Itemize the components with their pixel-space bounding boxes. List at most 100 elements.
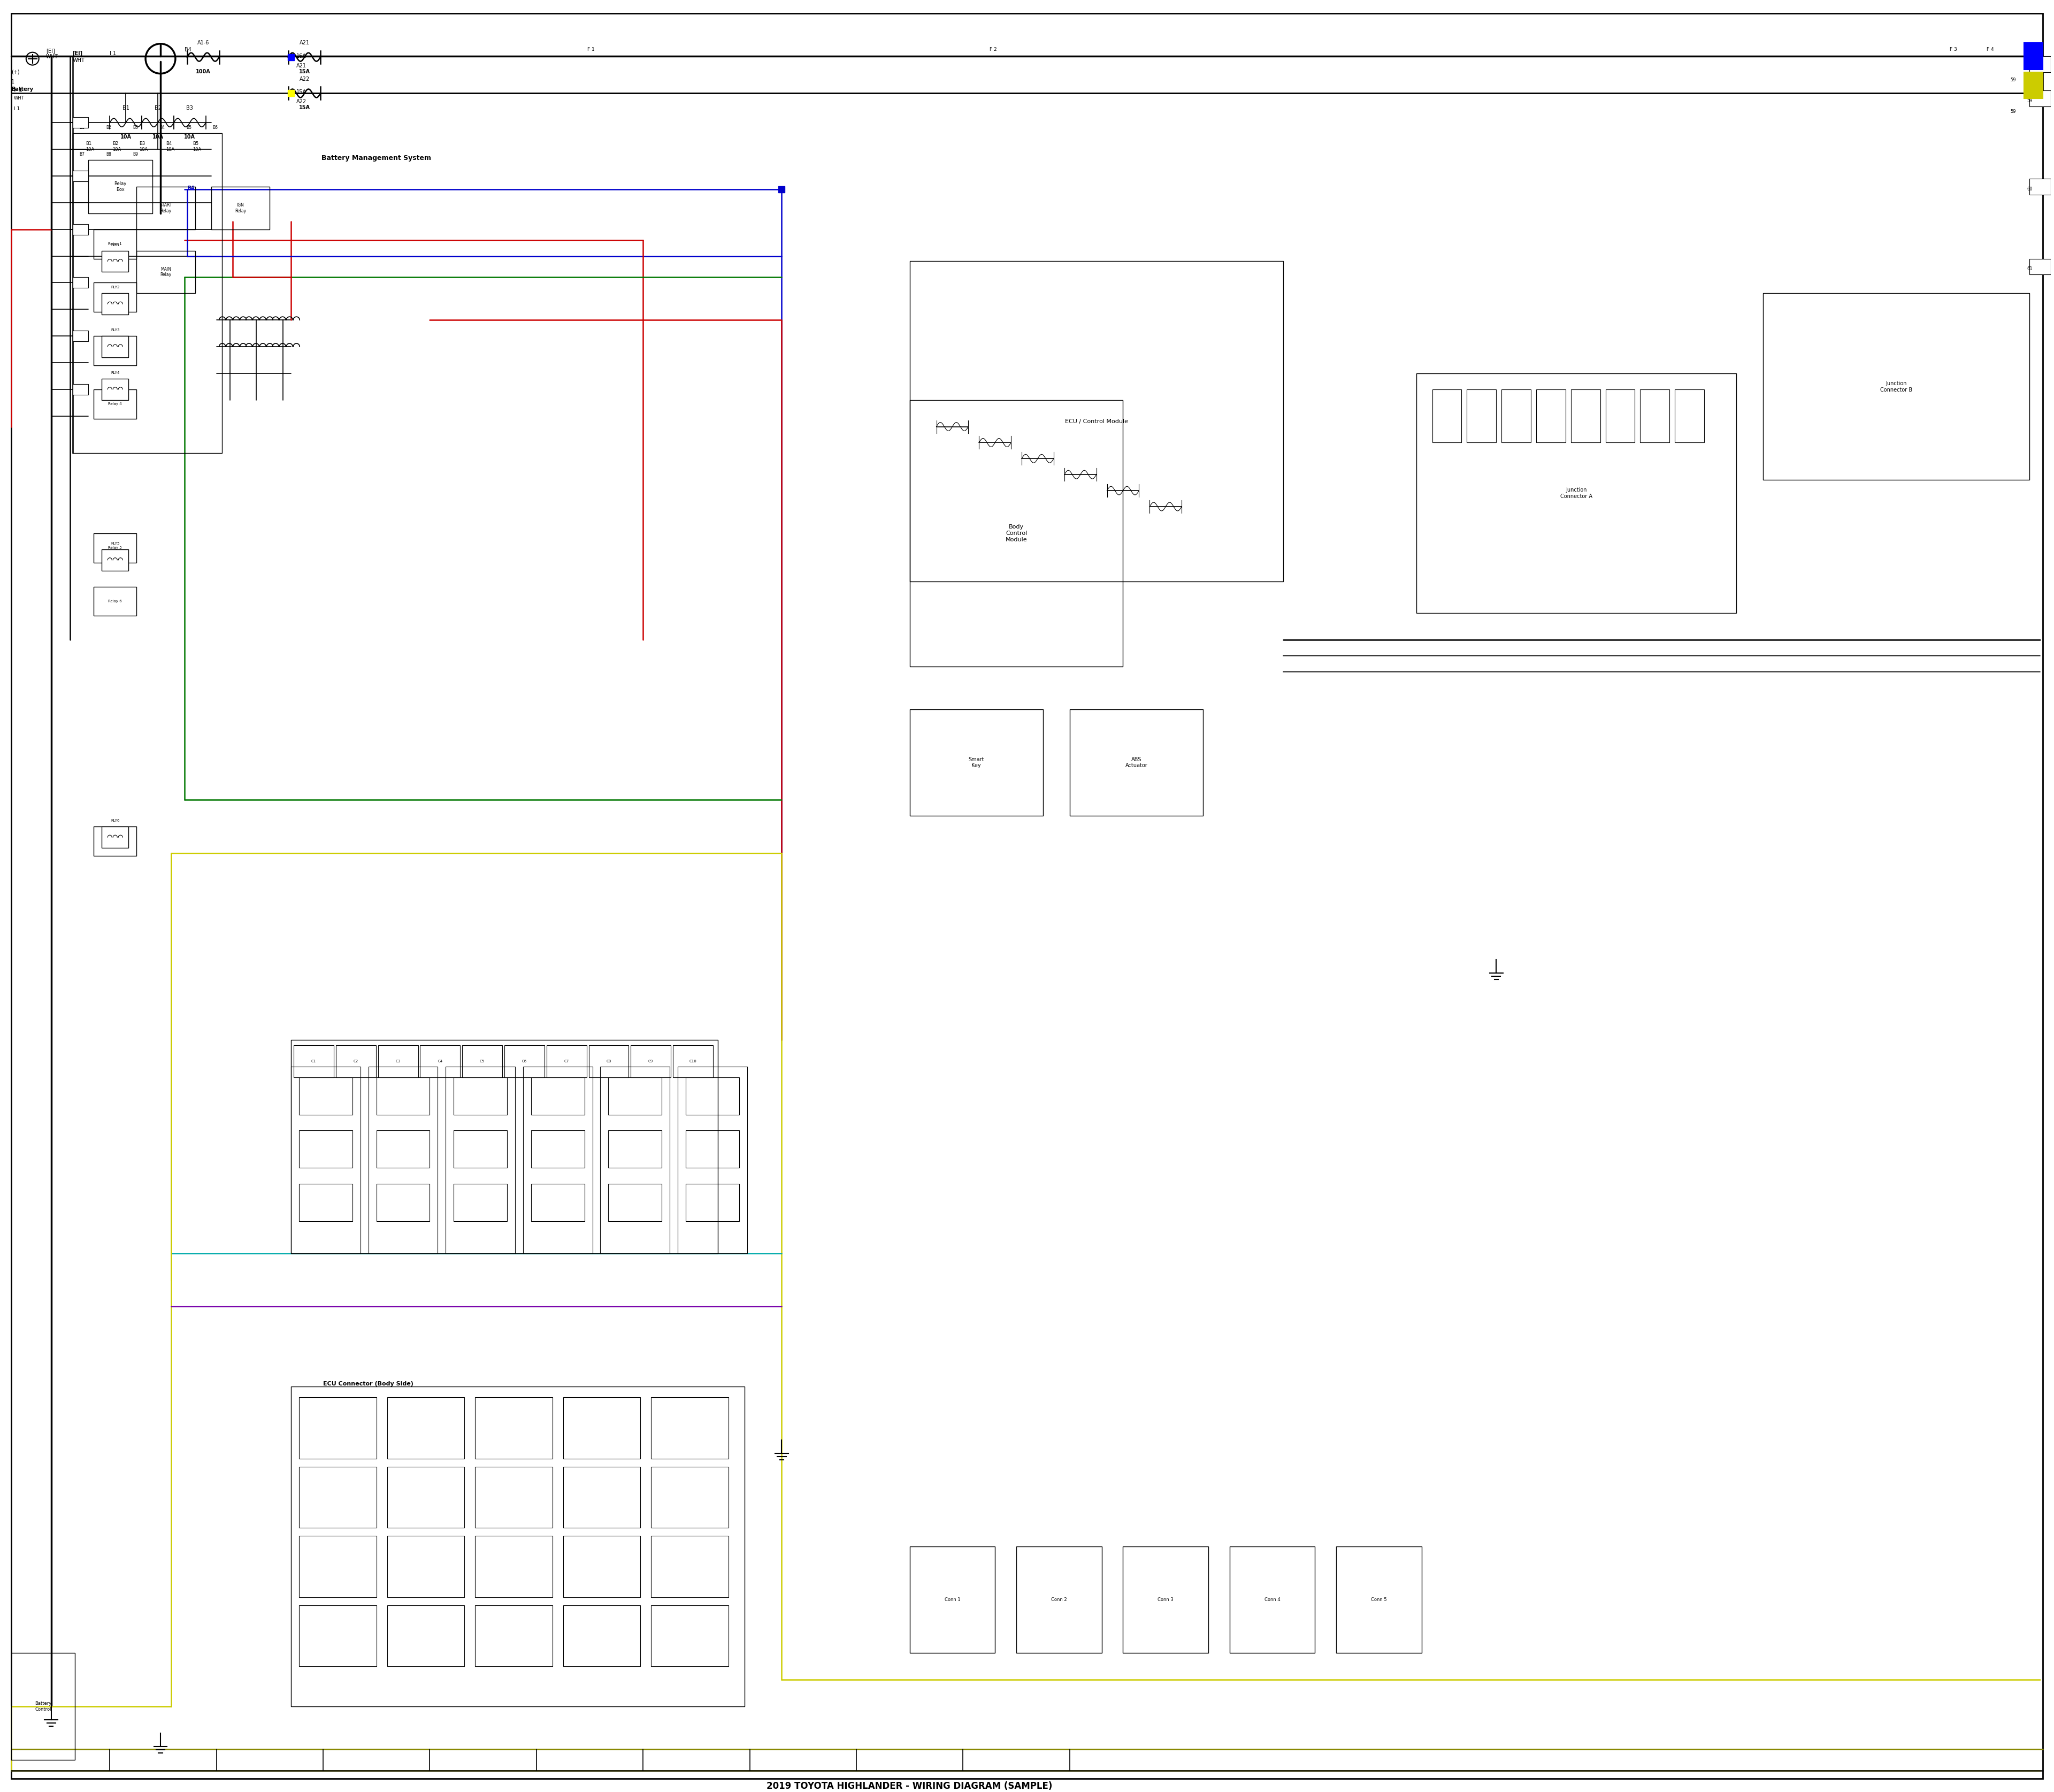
Text: C6: C6: [522, 1059, 528, 1063]
Bar: [910, 1546, 994, 1654]
Text: Relay 7: Relay 7: [109, 840, 121, 842]
Bar: [910, 710, 1043, 815]
Text: ABS
Actuator: ABS Actuator: [1126, 756, 1148, 769]
Text: 15A: 15A: [298, 106, 310, 111]
Text: RLY4: RLY4: [111, 371, 119, 375]
Bar: [1501, 389, 1530, 443]
Bar: [94, 283, 136, 312]
Bar: [474, 1606, 553, 1667]
Text: 10A: 10A: [121, 134, 131, 140]
Bar: [608, 1131, 661, 1168]
Text: C4: C4: [438, 1059, 442, 1063]
Text: B5
10A: B5 10A: [193, 142, 201, 152]
Text: 59: 59: [2027, 99, 2031, 104]
Bar: [136, 186, 195, 229]
Text: C3: C3: [396, 1059, 401, 1063]
Text: MAIN
Relay: MAIN Relay: [160, 267, 170, 278]
Bar: [292, 1039, 717, 1253]
Bar: [300, 1606, 376, 1667]
Bar: [546, 1045, 587, 1077]
Text: B5: B5: [187, 125, 191, 131]
Text: Relay 3: Relay 3: [109, 349, 121, 353]
Text: START
Relay: START Relay: [160, 202, 173, 213]
Text: F 2: F 2: [990, 47, 996, 52]
Text: RLY6: RLY6: [111, 819, 119, 823]
Text: B9: B9: [134, 152, 138, 156]
Bar: [72, 170, 88, 181]
Text: C2: C2: [353, 1059, 357, 1063]
Bar: [421, 1045, 460, 1077]
Bar: [94, 586, 136, 616]
Text: C5: C5: [481, 1059, 485, 1063]
Bar: [651, 1466, 729, 1529]
Circle shape: [288, 54, 294, 61]
Text: A22: A22: [300, 77, 310, 82]
Bar: [72, 383, 88, 394]
Circle shape: [288, 90, 294, 97]
Bar: [337, 1045, 376, 1077]
Bar: [446, 1066, 516, 1253]
Bar: [2029, 91, 2050, 108]
Text: [EI]
WHT: [EI] WHT: [45, 48, 58, 59]
Bar: [94, 229, 136, 258]
Bar: [2029, 179, 2050, 195]
Bar: [686, 1131, 739, 1168]
Bar: [94, 389, 136, 419]
Bar: [386, 1606, 464, 1667]
Bar: [300, 1536, 376, 1597]
Text: C1: C1: [312, 1059, 316, 1063]
Bar: [910, 400, 1124, 667]
Bar: [1571, 389, 1600, 443]
Text: B3: B3: [134, 125, 138, 131]
Bar: [532, 1077, 585, 1115]
Text: Conn 4: Conn 4: [1265, 1597, 1280, 1602]
Bar: [589, 1045, 629, 1077]
Bar: [454, 1077, 507, 1115]
Bar: [72, 332, 88, 340]
Bar: [1230, 1546, 1315, 1654]
Text: 2019 TOYOTA HIGHLANDER - WIRING DIAGRAM (SAMPLE): 2019 TOYOTA HIGHLANDER - WIRING DIAGRAM …: [766, 1781, 1052, 1790]
Bar: [563, 1466, 641, 1529]
Text: 10A: 10A: [152, 134, 164, 140]
Bar: [462, 1045, 503, 1077]
Bar: [103, 826, 129, 848]
Bar: [376, 1185, 429, 1220]
Bar: [474, 1536, 553, 1597]
Text: F 4: F 4: [1986, 47, 1994, 52]
Bar: [136, 251, 195, 294]
Text: Junction
Connector B: Junction Connector B: [1879, 382, 1912, 392]
Bar: [300, 1398, 376, 1459]
Bar: [376, 1077, 429, 1115]
Bar: [292, 1066, 359, 1253]
Bar: [524, 1066, 592, 1253]
Text: F 1: F 1: [14, 88, 23, 93]
Bar: [1417, 373, 1736, 613]
Text: C9: C9: [649, 1059, 653, 1063]
Bar: [2023, 72, 2044, 99]
Text: B4
10A: B4 10A: [166, 142, 175, 152]
Text: B2
10A: B2 10A: [113, 142, 121, 152]
Text: RLY3: RLY3: [111, 328, 119, 332]
Text: I 1: I 1: [14, 108, 21, 111]
Bar: [386, 1466, 464, 1529]
Bar: [378, 1045, 419, 1077]
Bar: [1762, 294, 2029, 480]
Bar: [1467, 389, 1495, 443]
Bar: [505, 1045, 544, 1077]
Text: C10: C10: [690, 1059, 696, 1063]
Text: IGN
Relay: IGN Relay: [234, 202, 246, 213]
Bar: [288, 54, 294, 61]
Bar: [563, 1606, 641, 1667]
Text: A21: A21: [300, 39, 310, 45]
Text: B2: B2: [107, 125, 111, 131]
Text: 61: 61: [2027, 267, 2031, 271]
Text: A1-6: A1-6: [197, 39, 210, 45]
Bar: [2029, 56, 2050, 72]
Bar: [2023, 43, 2044, 70]
Text: B2: B2: [154, 106, 162, 111]
Bar: [1641, 389, 1670, 443]
Bar: [300, 1466, 376, 1529]
Text: Conn 1: Conn 1: [945, 1597, 961, 1602]
Text: Conn 2: Conn 2: [1052, 1597, 1066, 1602]
Text: C7: C7: [565, 1059, 569, 1063]
